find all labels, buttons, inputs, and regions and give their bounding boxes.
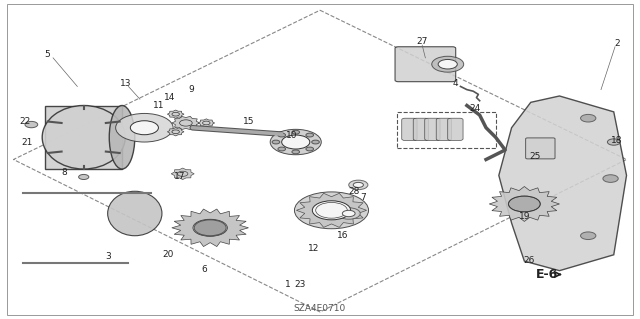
Circle shape [432,56,464,72]
Circle shape [306,133,314,137]
Circle shape [131,121,159,135]
Text: 6: 6 [201,264,207,274]
Text: 19: 19 [518,212,530,221]
Circle shape [278,147,285,151]
Text: 20: 20 [163,250,173,259]
Circle shape [508,196,540,212]
Circle shape [314,201,349,219]
FancyBboxPatch shape [436,118,452,140]
Text: 16: 16 [337,231,348,240]
Ellipse shape [108,191,162,236]
Circle shape [272,140,280,144]
Polygon shape [168,128,184,136]
Circle shape [353,182,364,188]
FancyBboxPatch shape [448,118,463,140]
Ellipse shape [42,106,125,169]
Text: 26: 26 [524,256,535,265]
Polygon shape [172,209,248,247]
Polygon shape [198,119,214,127]
Circle shape [292,150,300,154]
Text: 11: 11 [154,101,165,110]
Polygon shape [172,168,194,180]
Text: 18: 18 [611,136,623,145]
Polygon shape [489,187,559,221]
Circle shape [306,147,314,151]
FancyBboxPatch shape [425,118,440,140]
Text: 13: 13 [120,79,131,88]
Circle shape [282,135,310,149]
Text: 7: 7 [360,193,366,202]
Circle shape [603,175,618,182]
Polygon shape [172,116,200,130]
Polygon shape [499,96,627,271]
Circle shape [337,208,360,219]
Circle shape [342,210,355,217]
Text: 3: 3 [105,252,111,261]
Circle shape [294,192,369,229]
Circle shape [580,115,596,122]
Circle shape [292,130,300,134]
Text: 23: 23 [294,279,305,288]
Text: 4: 4 [452,79,458,88]
Ellipse shape [109,106,135,169]
FancyBboxPatch shape [402,118,417,140]
Text: 12: 12 [308,244,319,253]
Circle shape [79,174,89,180]
FancyBboxPatch shape [45,106,122,169]
Text: 28: 28 [348,187,360,197]
Circle shape [25,122,38,128]
Text: 27: 27 [417,38,428,47]
Text: 5: 5 [44,50,49,59]
Text: SZA4E0710: SZA4E0710 [294,304,346,313]
Text: 24: 24 [469,104,480,113]
Circle shape [312,201,351,220]
Text: 14: 14 [164,93,175,102]
Text: 1: 1 [285,279,291,288]
Text: 22: 22 [19,117,31,126]
Circle shape [278,133,285,137]
Text: 17: 17 [173,173,185,182]
Text: 9: 9 [188,85,194,94]
Text: 25: 25 [529,152,540,161]
Text: 21: 21 [22,137,33,146]
Circle shape [349,180,368,190]
Polygon shape [168,110,184,118]
Text: 15: 15 [243,117,254,126]
Circle shape [438,59,458,69]
Polygon shape [296,193,367,227]
Text: 8: 8 [61,168,67,177]
Text: 10: 10 [286,131,298,140]
Text: 2: 2 [614,39,620,48]
Circle shape [607,139,620,145]
Text: E-6: E-6 [536,268,559,281]
Circle shape [270,129,321,155]
Circle shape [194,220,226,236]
Circle shape [312,140,319,144]
Circle shape [116,114,173,142]
FancyBboxPatch shape [395,47,456,82]
FancyBboxPatch shape [525,138,555,159]
FancyBboxPatch shape [413,118,429,140]
Circle shape [580,232,596,240]
